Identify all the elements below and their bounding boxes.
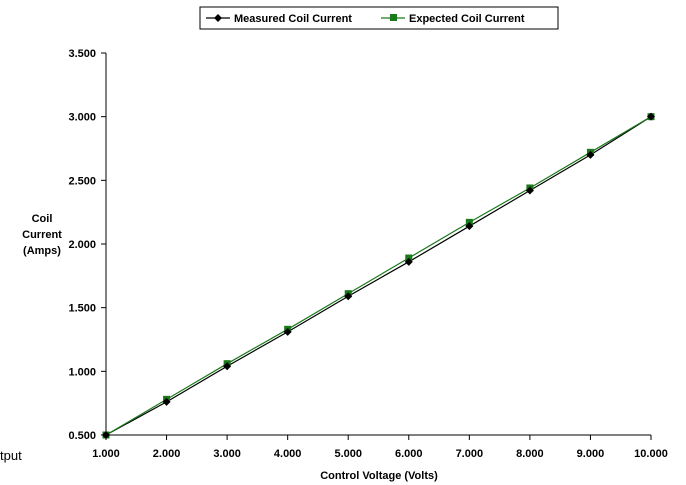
x-tick-label: 2.000 (153, 448, 181, 460)
x-tick-label: 1.000 (92, 448, 120, 460)
data-point-measured-coil-current (586, 150, 595, 159)
data-point-measured-coil-current (102, 431, 110, 439)
data-point-measured-coil-current (404, 257, 413, 266)
x-tick-label: 3.000 (213, 448, 241, 460)
y-tick-label: 3.500 (68, 48, 96, 60)
data-point-measured-coil-current (525, 186, 534, 195)
data-point-measured-coil-current (223, 362, 232, 371)
series-line-expected-coil-current (105, 116, 652, 436)
series-line-measured-coil-current (105, 116, 652, 436)
x-tick-label: 5.000 (334, 448, 362, 460)
data-point-measured-coil-current (344, 292, 353, 301)
data-point-measured-coil-current (283, 327, 292, 336)
x-tick-label: 9.000 (577, 448, 605, 460)
y-tick-label: 1.000 (68, 366, 96, 378)
y-tick-label: 2.500 (68, 175, 96, 187)
x-tick-label: 7.000 (456, 448, 484, 460)
y-tick-label: 0.500 (68, 430, 96, 442)
y-axis-title-line-3: (Amps) (23, 245, 61, 257)
data-point-measured-coil-current (465, 222, 474, 231)
y-tick-label: 1.500 (68, 303, 96, 315)
x-tick-label: 8.000 (516, 448, 544, 460)
y-tick-label: 2.000 (68, 239, 96, 251)
x-axis-title: Control Voltage (Volts) (320, 470, 438, 482)
x-tick-label: 4.000 (274, 448, 302, 460)
y-axis-title-line-1: Coil (32, 213, 53, 225)
x-tick-label: 6.000 (395, 448, 423, 460)
legend-marker-measured (214, 14, 222, 22)
legend-label-measured: Measured Coil Current (234, 13, 352, 25)
x-axis-ticks: 1.000 2.000 3.000 4.000 5.000 6.000 7.000 8.000… (92, 435, 668, 460)
legend-label-expected: Expected Coil Current (409, 13, 525, 25)
data-point-measured-coil-current (647, 112, 655, 121)
cropped-edge-text: tput (0, 448, 22, 463)
legend-item-measured: Measured Coil Current (206, 13, 352, 25)
y-tick-label: 3.000 (68, 112, 96, 124)
series-layer (102, 112, 655, 439)
x-tick-label: 10.000 (634, 448, 668, 460)
legend-marker-expected (390, 14, 397, 21)
data-point-measured-coil-current (162, 397, 171, 406)
legend-box (199, 6, 559, 30)
y-axis-title-line-2: Current (22, 229, 62, 241)
y-axis-ticks: 0.500 1.000 1.500 2.000 2.500 3.000 3.500 (68, 48, 106, 442)
legend-item-expected: Expected Coil Current (381, 13, 525, 25)
